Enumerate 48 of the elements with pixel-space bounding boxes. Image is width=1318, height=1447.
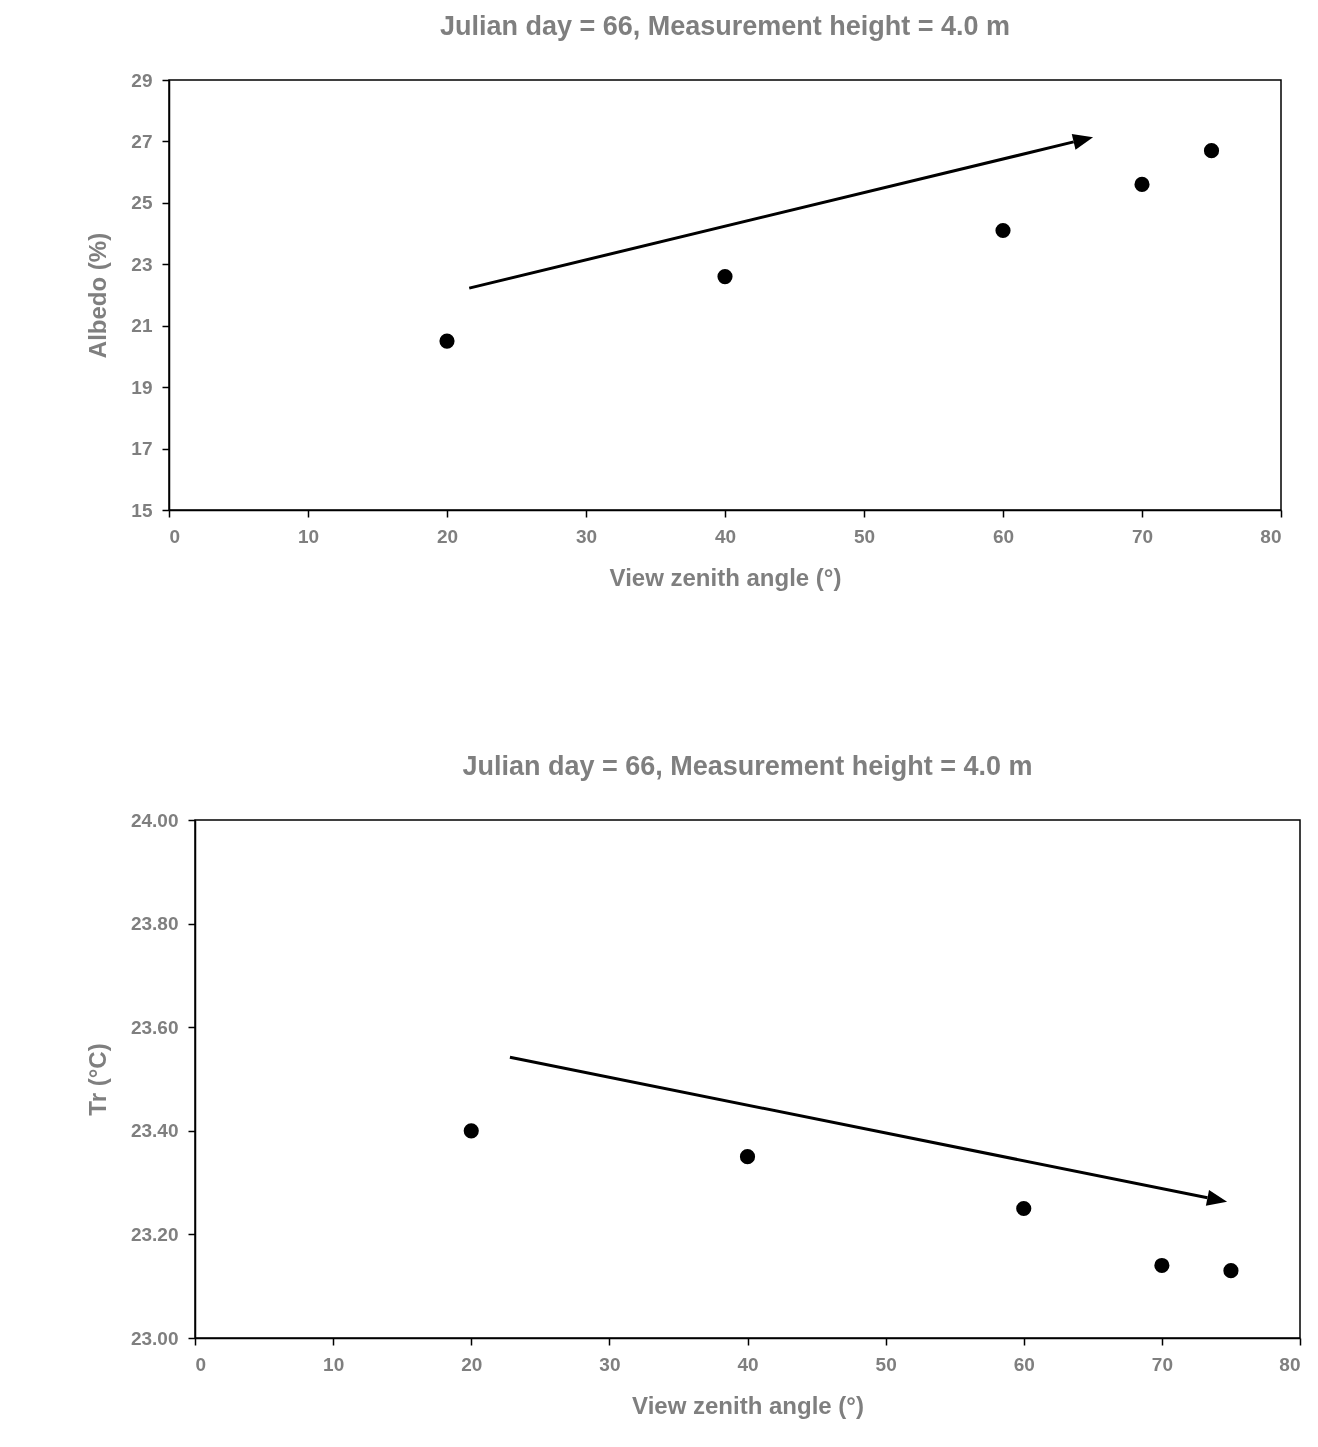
x-tick-label: 20 (436, 525, 459, 547)
x-tick-label: 50 (875, 1353, 897, 1375)
point (739, 1149, 756, 1165)
x-tick-label: 70 (1131, 525, 1154, 547)
x-tick-label: 20 (461, 1353, 483, 1375)
x-tick-label: 70 (1151, 1353, 1173, 1375)
x-tick-label: 80 (1279, 1353, 1301, 1375)
x-tick-label: 60 (992, 525, 1015, 547)
y-tick-label: 19 (131, 376, 153, 398)
point (1223, 1263, 1239, 1279)
x-axis-title: View zenith angle (°) (609, 563, 842, 591)
x-tick-label: 80 (1260, 525, 1282, 547)
y-tick-label: 27 (131, 130, 153, 152)
y-tick-label: 24.00 (130, 809, 179, 831)
y-tick-label: 23.20 (130, 1223, 179, 1245)
point (717, 269, 733, 285)
y-tick-label: 29 (131, 69, 153, 91)
x-tick-label: 30 (575, 525, 598, 547)
point (1016, 1200, 1032, 1217)
y-tick-label: 21 (131, 315, 153, 337)
y-axis-title: Tr (°C) (83, 1043, 111, 1116)
x-axis-title: View zenith angle (°) (632, 1391, 864, 1419)
x-tick-label: 50 (853, 525, 876, 547)
y-tick-label: 23 (131, 253, 153, 275)
chart-title: Julian day = 66, Measurement height = 4.0 m (462, 751, 1033, 781)
point (1154, 1257, 1170, 1274)
x-tick-label: 60 (1013, 1353, 1035, 1375)
x-tick-label: 10 (297, 525, 320, 547)
x-tick-label: 40 (714, 525, 737, 547)
y-tick-label: 25 (131, 192, 153, 214)
x-tick-label: 0 (195, 1353, 207, 1375)
y-axis-title: Albedo (%) (84, 232, 112, 359)
point (1134, 176, 1150, 192)
point (995, 222, 1011, 239)
point (463, 1123, 479, 1139)
x-tick-label: 30 (599, 1353, 621, 1375)
chart-title: Julian day = 66, Measurement height = 4.0 m (439, 11, 1011, 41)
y-tick-label: 23.00 (130, 1327, 179, 1349)
y-tick-label: 15 (131, 499, 153, 521)
x-tick-label: 0 (169, 525, 181, 547)
x-tick-label: 10 (323, 1353, 345, 1375)
point (439, 333, 455, 349)
x-tick-label: 40 (737, 1353, 759, 1375)
y-tick-label: 23.40 (130, 1120, 179, 1142)
y-tick-label: 17 (131, 438, 153, 460)
point (1203, 143, 1220, 159)
y-tick-label: 23.80 (130, 913, 179, 935)
y-tick-label: 23.60 (130, 1016, 179, 1038)
